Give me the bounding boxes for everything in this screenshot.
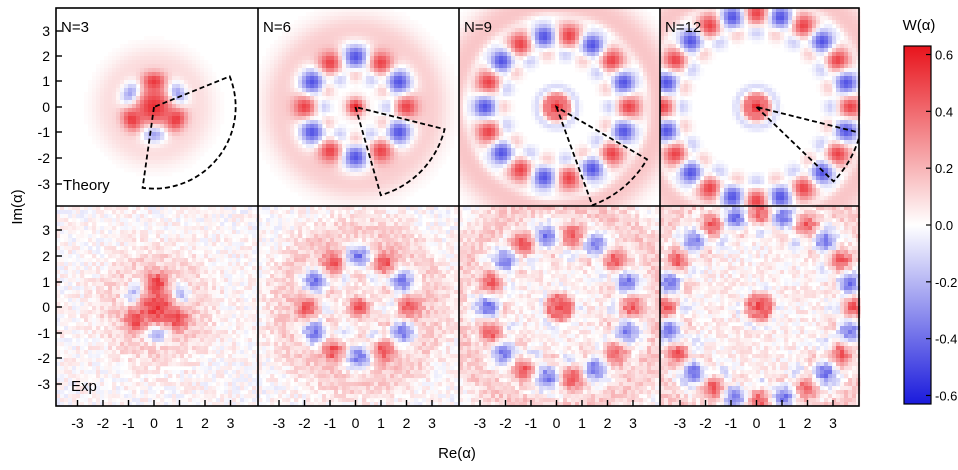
x-tick-label: 0 <box>553 415 561 431</box>
x-tick-label: 2 <box>604 415 612 431</box>
x-tick-label: 1 <box>176 415 184 431</box>
x-tick-label: 3 <box>428 415 436 431</box>
colorbar: W(α) 0.6 0.4 0.2 0.0 -0.2 -0.4 -0.6 <box>903 17 958 404</box>
x-tick-label: -2 <box>699 415 712 431</box>
heatmap-panel <box>258 206 462 406</box>
panel-title: N=9 <box>464 19 492 36</box>
y-tick-label: 3 <box>42 222 50 238</box>
x-tick-label: 1 <box>578 415 586 431</box>
x-tick-label: 2 <box>403 415 411 431</box>
y-tick-label: 3 <box>42 23 50 39</box>
panel-title: N=12 <box>665 19 701 36</box>
x-tick-label: -1 <box>525 415 538 431</box>
heatmap-panel <box>84 36 224 176</box>
colorbar-label: W(α) <box>903 17 936 34</box>
y-tick-label: -2 <box>38 150 51 166</box>
x-tick-label: 0 <box>753 415 761 431</box>
colorbar-tick-label: 0.4 <box>935 104 953 119</box>
x-tick-label: -1 <box>122 415 135 431</box>
colorbar-tick-label: -0.2 <box>935 275 957 290</box>
row-label-theory: Theory <box>63 177 110 194</box>
y-tick-label: 1 <box>42 73 50 89</box>
x-tick-label: -3 <box>674 415 687 431</box>
y-tick-label: -2 <box>38 350 51 366</box>
x-tick-label: 2 <box>201 415 209 431</box>
x-axis-label: Re(α) <box>438 445 476 462</box>
x-tick-label: 0 <box>352 415 360 431</box>
x-tick-label: -2 <box>499 415 512 431</box>
colorbar-tick-label: 0.6 <box>935 48 953 63</box>
heatmap-panel <box>459 206 663 406</box>
x-tick-label: -2 <box>298 415 311 431</box>
y-tick-label: 0 <box>42 99 50 115</box>
y-tick-label: 2 <box>42 248 50 264</box>
heatmap-layer <box>56 8 860 406</box>
x-tick-label: 3 <box>227 415 235 431</box>
x-tick-label: 1 <box>377 415 385 431</box>
y-tick-label: 1 <box>42 274 50 290</box>
panel-title: N=6 <box>263 19 291 36</box>
colorbar-tick-label: 0.2 <box>935 161 953 176</box>
y-tick-label: -3 <box>38 176 51 192</box>
heatmap-panel <box>660 206 860 406</box>
y-tick-label: -1 <box>38 124 51 140</box>
x-tick-label: -3 <box>71 415 84 431</box>
y-tick-label: 2 <box>42 48 50 64</box>
row-label-exp: Exp <box>71 378 97 395</box>
x-tick-label: -1 <box>324 415 337 431</box>
y-tick-label: 0 <box>42 299 50 315</box>
x-tick-label: 0 <box>150 415 158 431</box>
y-axis-label: Im(α) <box>9 189 26 224</box>
heatmap-panel <box>56 206 260 406</box>
x-tick-label: -1 <box>725 415 738 431</box>
colorbar-tick-label: -0.4 <box>935 332 957 347</box>
y-tick-label: -3 <box>38 376 51 392</box>
x-tick-label: 1 <box>778 415 786 431</box>
x-tick-label: -3 <box>474 415 487 431</box>
x-tick-label: 3 <box>629 415 637 431</box>
x-tick-label: 2 <box>804 415 812 431</box>
panel-title: N=3 <box>61 19 89 36</box>
x-tick-label: -2 <box>97 415 110 431</box>
x-tick-label: 3 <box>829 415 837 431</box>
x-tick-label: -3 <box>273 415 286 431</box>
y-tick-label: -1 <box>38 325 51 341</box>
colorbar-tick-label: -0.6 <box>935 388 957 403</box>
colorbar-tick-label: 0.0 <box>935 218 953 233</box>
